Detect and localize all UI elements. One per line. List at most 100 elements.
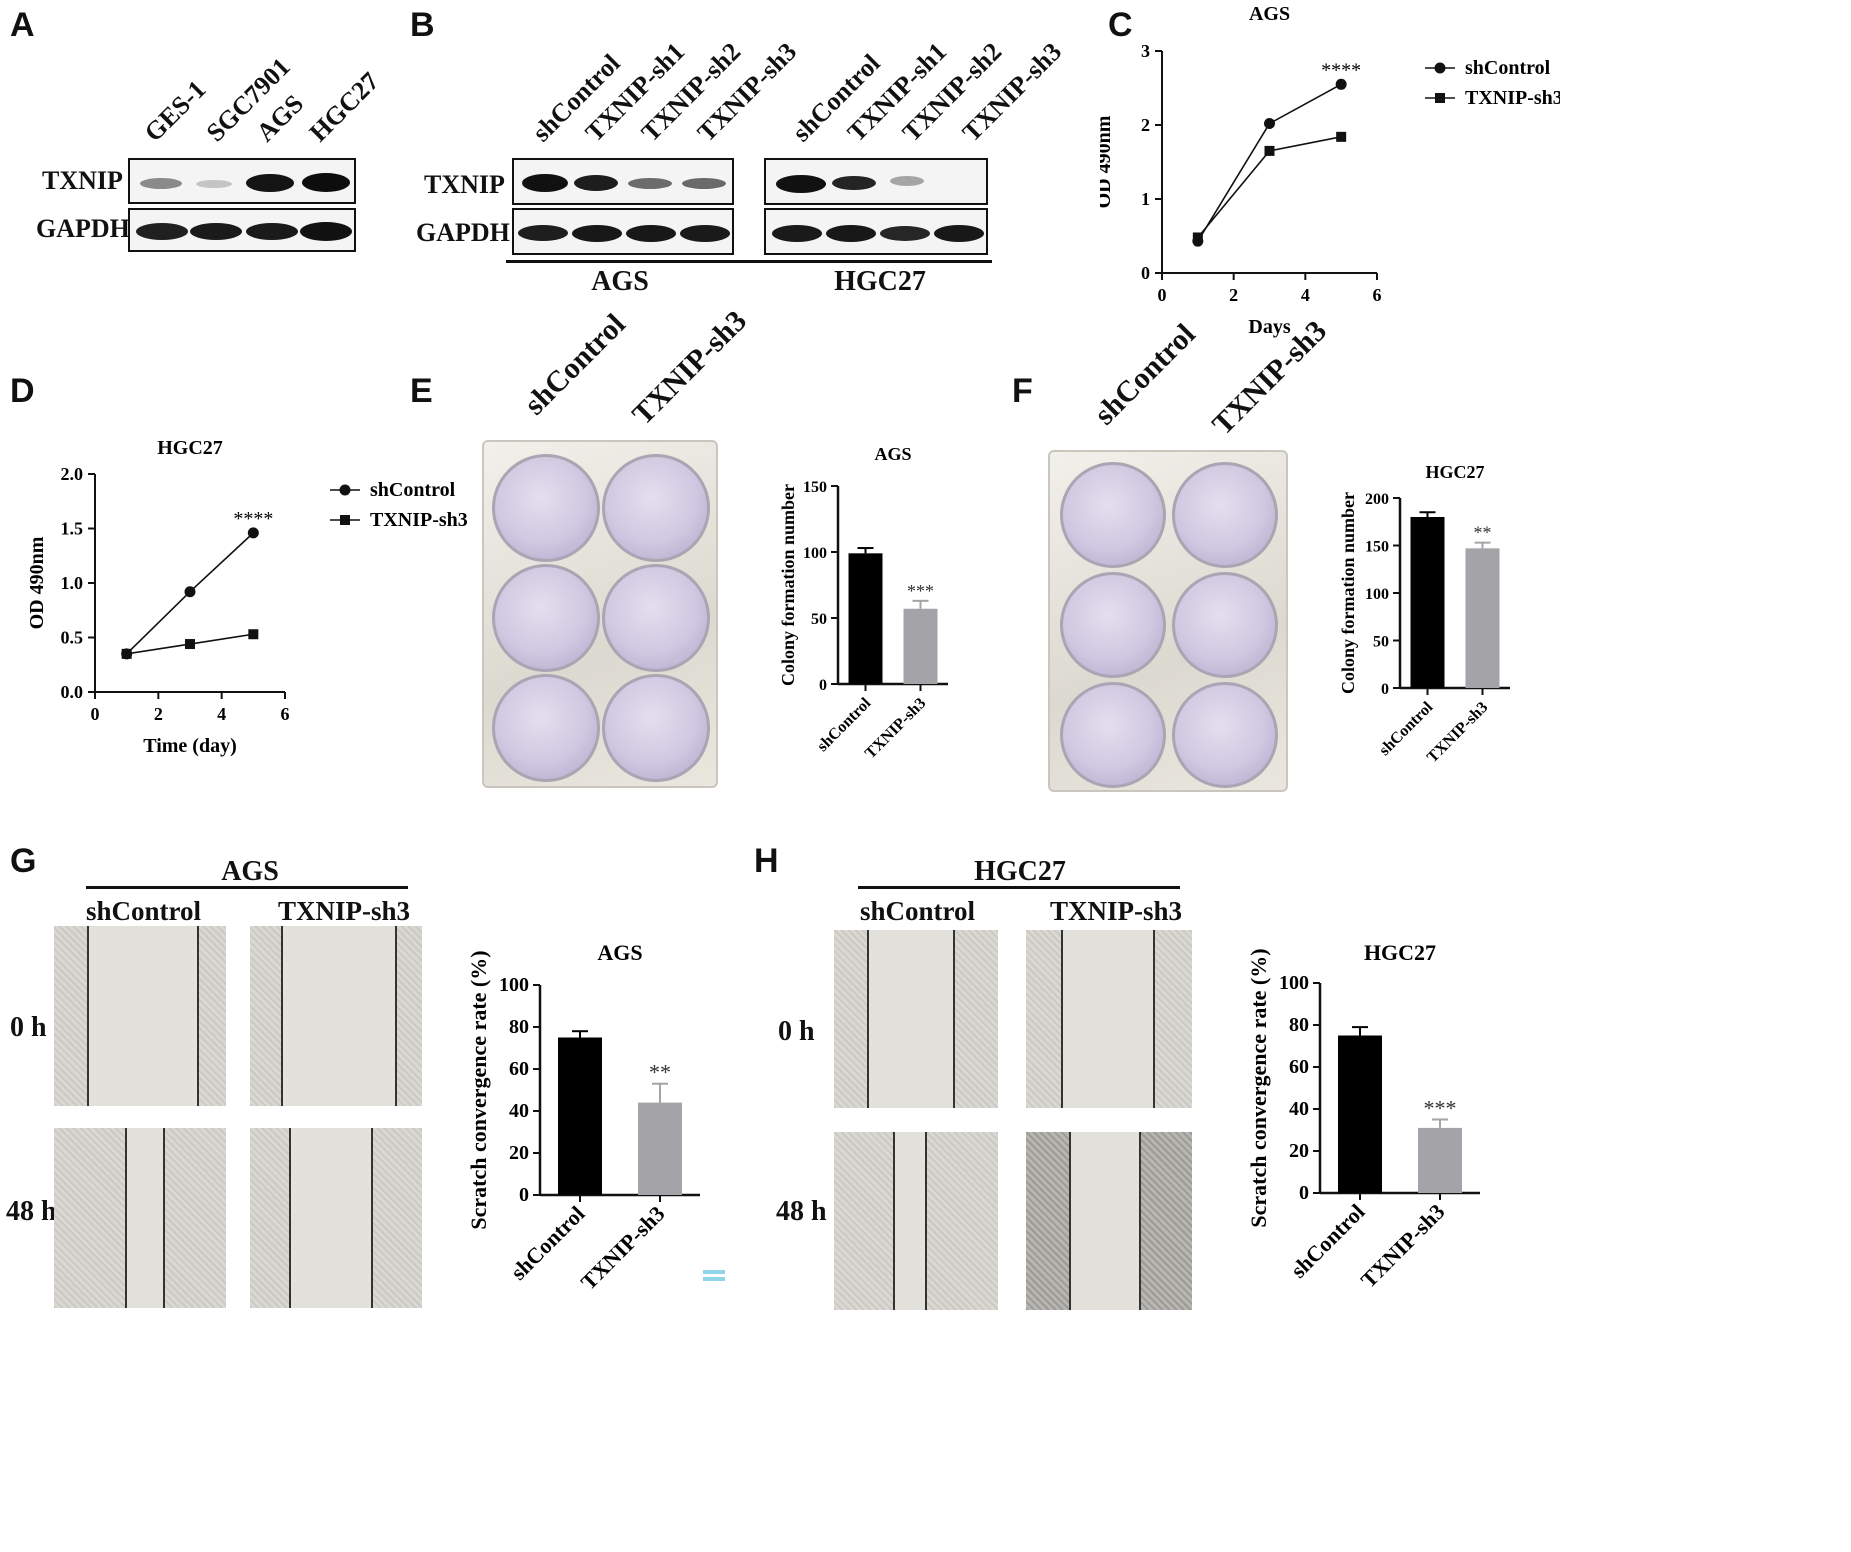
y-tick-label: 1.0 [61, 573, 84, 593]
significance-label: **** [1321, 59, 1361, 81]
y-tick-label: 40 [1289, 1098, 1309, 1120]
data-point [1336, 131, 1347, 142]
x-tick-label: 2 [1229, 285, 1238, 305]
scratch-image [834, 930, 998, 1108]
scratch-image [250, 926, 422, 1106]
scratch-image [834, 1132, 998, 1310]
y-tick-label: 0 [1141, 263, 1150, 283]
y-tick-label: 200 [1365, 491, 1389, 508]
data-point [1192, 232, 1203, 243]
blot-row-label: GAPDH [416, 218, 510, 247]
blot-row-label: TXNIP [42, 166, 123, 195]
panel-letter-b: B [410, 6, 435, 44]
panel-letter-f: F [1012, 372, 1033, 410]
category-label: TXNIP-sh3 [576, 1201, 670, 1295]
timepoint-label: 0 h [10, 1012, 47, 1043]
timepoint-label: 48 h [6, 1196, 57, 1227]
x-axis-label: Days [1248, 316, 1290, 338]
panel-letter-e: E [410, 372, 433, 410]
y-tick-label: 50 [811, 611, 827, 628]
significance-label: **** [233, 508, 273, 530]
heading-underline [858, 886, 1180, 889]
y-tick-label: 0 [1381, 681, 1389, 698]
y-tick-label: 60 [509, 1058, 529, 1080]
timepoint-label: 0 h [778, 1016, 815, 1047]
legend-marker [340, 515, 350, 525]
x-tick-label: 4 [1301, 285, 1310, 305]
panel-letter-d: D [10, 372, 35, 410]
y-tick-label: 100 [499, 974, 529, 996]
category-label: shControl [506, 1201, 590, 1285]
bar [558, 1037, 602, 1195]
x-tick-label: 0 [91, 704, 100, 724]
bar-chart-colony-hgc27: HGC27 0 50 100 150 200 Colony formation number… [1338, 462, 1510, 766]
legend-marker [339, 484, 351, 496]
data-point [247, 527, 259, 539]
chart-title: HGC27 [1364, 940, 1436, 965]
colony-plate-hgc27 [1048, 450, 1288, 792]
plate-column-label: shControl [517, 307, 632, 422]
blot-row-label: TXNIP [424, 170, 505, 199]
y-tick-label: 0.0 [61, 682, 84, 702]
line-chart-hgc27: HGC27 0.0 0.5 1.0 1.5 2.0 0 2 4 6 Time (day) OD 490… [26, 437, 468, 757]
colony-plate-ags [482, 440, 718, 788]
x-tick-label: 6 [281, 704, 290, 724]
scratch-image [1026, 930, 1192, 1108]
y-tick-label: 50 [1373, 634, 1389, 651]
y-tick-label: 80 [1289, 1014, 1309, 1036]
column-label: shControl [86, 896, 202, 926]
scratch-image [54, 926, 226, 1106]
significance-label: ** [1474, 523, 1492, 543]
bar [1465, 548, 1500, 688]
panel-letter-a: A [10, 6, 35, 44]
western-blot-gapdh [128, 208, 356, 252]
column-label: TXNIP-sh3 [278, 896, 411, 926]
western-blot-txnip [128, 158, 356, 204]
chart-title: AGS [874, 444, 911, 464]
group-underline [506, 260, 992, 263]
x-tick-label: 6 [1373, 285, 1382, 305]
y-tick-label: 1 [1141, 189, 1150, 209]
column-label: TXNIP-sh3 [1050, 896, 1183, 926]
chart-title: AGS [1249, 3, 1290, 25]
y-tick-label: 150 [1365, 539, 1389, 556]
legend-marker [1434, 62, 1446, 74]
y-axis-label: Scratch convergence rate (%) [1246, 948, 1271, 1227]
lane-label: HGC27 [303, 66, 385, 148]
significance-label: ** [649, 1060, 671, 1085]
western-blot-gapdh-ags [512, 208, 734, 255]
data-point [1264, 118, 1275, 130]
data-point [185, 639, 195, 650]
scratch-image [54, 1128, 226, 1308]
legend-marker [1435, 93, 1445, 103]
y-tick-label: 80 [509, 1016, 529, 1038]
y-tick-label: 100 [803, 545, 827, 562]
western-blot-txnip-hgc27 [764, 158, 988, 205]
legend-label: TXNIP-sh3 [1465, 87, 1560, 109]
y-tick-label: 2 [1141, 115, 1150, 135]
legend-label: shControl [1465, 57, 1551, 79]
bar [1338, 1035, 1382, 1193]
y-axis-label: Colony formation number [778, 484, 798, 686]
x-tick-label: 4 [217, 704, 226, 724]
y-tick-label: 0.5 [61, 628, 84, 648]
timepoint-label: 48 h [776, 1196, 827, 1227]
cell-line-heading: AGS [221, 856, 279, 887]
bar [848, 553, 883, 684]
data-point [184, 586, 196, 598]
scratch-image [250, 1128, 422, 1308]
heading-underline [86, 886, 408, 889]
bar [638, 1102, 682, 1195]
chart-title: HGC27 [1425, 462, 1484, 482]
x-tick-label: 2 [154, 704, 163, 724]
category-label: TXNIP-sh3 [1356, 1199, 1450, 1293]
plate-column-label: TXNIP-sh3 [625, 304, 754, 432]
column-label: shControl [860, 896, 976, 926]
western-blot-gapdh-hgc27 [764, 208, 988, 255]
chart-title: AGS [597, 940, 642, 965]
scratch-image [1026, 1132, 1192, 1310]
y-tick-label: 0 [819, 677, 827, 694]
blot-row-label: GAPDH [36, 214, 130, 243]
y-tick-label: 100 [1365, 586, 1389, 603]
